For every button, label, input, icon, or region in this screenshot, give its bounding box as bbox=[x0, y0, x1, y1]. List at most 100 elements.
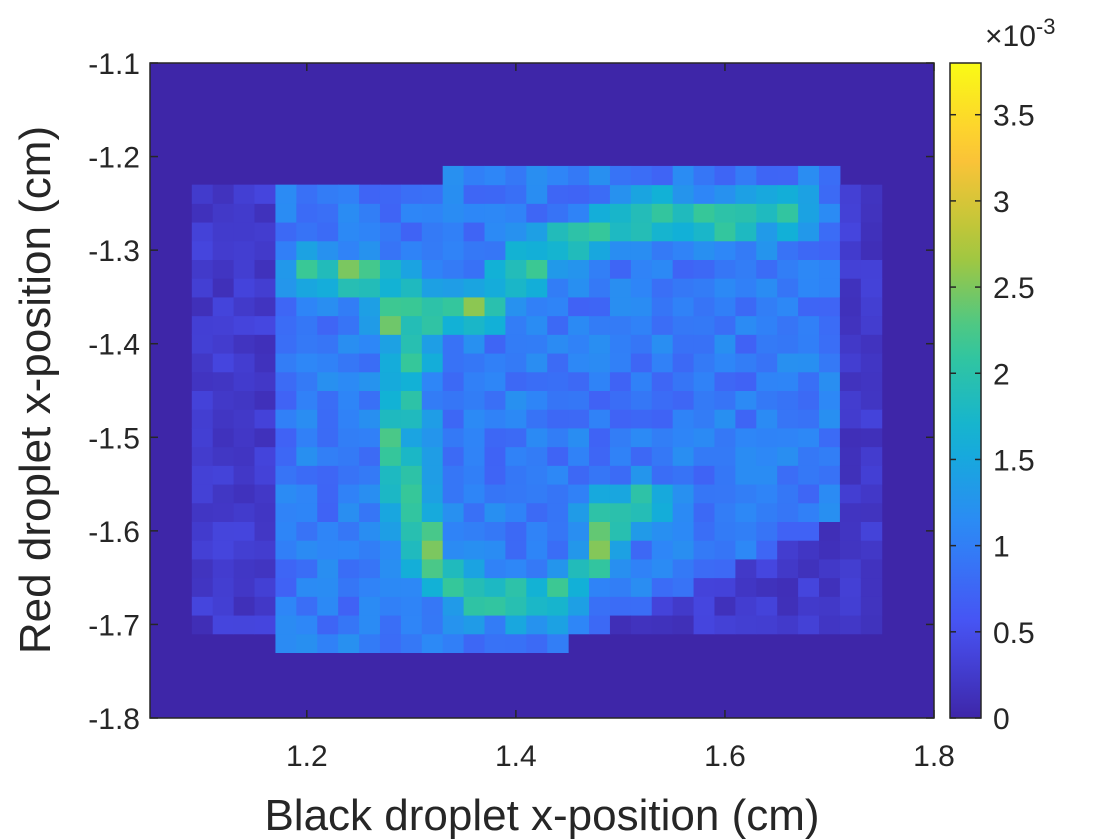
heatmap-cell bbox=[421, 203, 444, 223]
heatmap-cell bbox=[526, 353, 548, 373]
heatmap-cell bbox=[693, 222, 715, 242]
heatmap-cell bbox=[359, 596, 381, 616]
heatmap-cell bbox=[589, 558, 611, 579]
heatmap-cell bbox=[338, 633, 360, 653]
heatmap-cell bbox=[630, 465, 653, 485]
heatmap-cell bbox=[693, 371, 715, 391]
heatmap-cell bbox=[421, 353, 444, 373]
heatmap-cell bbox=[777, 390, 799, 410]
heatmap-cell bbox=[296, 390, 318, 410]
heatmap-cell bbox=[212, 240, 235, 260]
heatmap-cell bbox=[254, 259, 276, 279]
heatmap-cell bbox=[777, 577, 799, 597]
heatmap-cell bbox=[275, 633, 297, 653]
heatmap-cell bbox=[442, 427, 465, 448]
heatmap-cell bbox=[526, 165, 548, 186]
heatmap-cell bbox=[714, 334, 736, 354]
heatmap-cell bbox=[714, 409, 736, 429]
heatmap-cell bbox=[651, 259, 674, 279]
heatmap-cell bbox=[296, 203, 318, 223]
heatmap-cell bbox=[191, 315, 214, 335]
heatmap-cell bbox=[317, 427, 339, 448]
heatmap-cell bbox=[317, 353, 339, 373]
heatmap-cell bbox=[651, 484, 674, 504]
heatmap-cell bbox=[400, 371, 423, 391]
heatmap-cell bbox=[191, 427, 214, 448]
heatmap-cell bbox=[693, 409, 715, 429]
heatmap-cell bbox=[233, 577, 256, 597]
heatmap-cell bbox=[359, 240, 381, 260]
heatmap-cell bbox=[359, 334, 381, 354]
heatmap-cell bbox=[442, 315, 465, 335]
heatmap-cell bbox=[191, 353, 214, 373]
heatmap-cell bbox=[379, 521, 402, 541]
heatmap-cell bbox=[254, 446, 276, 466]
heatmap-cell bbox=[547, 203, 569, 223]
heatmap-cell bbox=[421, 577, 444, 597]
heatmap-cell bbox=[672, 371, 695, 391]
heatmap-cell bbox=[233, 296, 256, 317]
heatmap-cell bbox=[756, 521, 778, 541]
heatmap-cell bbox=[379, 558, 402, 579]
heatmap-cell bbox=[672, 259, 695, 279]
heatmap-cell bbox=[860, 203, 883, 223]
heatmap-cell bbox=[589, 240, 611, 260]
heatmap-cell bbox=[505, 577, 527, 597]
heatmap-cell bbox=[756, 315, 778, 335]
heatmap-cell bbox=[505, 558, 527, 579]
heatmap-cell bbox=[589, 446, 611, 466]
y-tick-label: -1.7 bbox=[88, 609, 140, 642]
heatmap-cell bbox=[589, 521, 611, 541]
heatmap-cell bbox=[735, 165, 757, 186]
heatmap-cell bbox=[860, 184, 883, 204]
heatmap-cell bbox=[463, 427, 486, 448]
heatmap-cell bbox=[505, 390, 527, 410]
heatmap-cell bbox=[275, 371, 297, 391]
heatmap-cell bbox=[630, 240, 653, 260]
heatmap-cell bbox=[693, 521, 715, 541]
heatmap-cell bbox=[442, 633, 465, 653]
heatmap-cell bbox=[547, 615, 569, 635]
heatmap-cell bbox=[400, 484, 423, 504]
heatmap-cell bbox=[693, 596, 715, 616]
heatmap-cell bbox=[359, 371, 381, 391]
heatmap-cell bbox=[819, 427, 841, 448]
heatmap-cell bbox=[756, 577, 778, 597]
heatmap-cell bbox=[609, 259, 632, 279]
heatmap-cell bbox=[630, 278, 653, 298]
heatmap-cell bbox=[630, 596, 653, 616]
heatmap-cell bbox=[860, 521, 883, 541]
heatmap-cell bbox=[568, 409, 590, 429]
heatmap-cell bbox=[547, 427, 569, 448]
heatmap-cell bbox=[693, 427, 715, 448]
heatmap-cell bbox=[568, 502, 590, 522]
heatmap-cell bbox=[630, 502, 653, 522]
heatmap-cell bbox=[609, 540, 632, 560]
heatmap-cell bbox=[359, 315, 381, 335]
heatmap-cell bbox=[609, 222, 632, 242]
heatmap-cell bbox=[338, 409, 360, 429]
heatmap-cell bbox=[547, 558, 569, 579]
heatmap-cell bbox=[714, 521, 736, 541]
heatmap-cell bbox=[400, 259, 423, 279]
heatmap-cell bbox=[275, 353, 297, 373]
heatmap-cell bbox=[505, 334, 527, 354]
heatmap-cell bbox=[589, 222, 611, 242]
heatmap-cell bbox=[777, 184, 799, 204]
heatmap-cell bbox=[860, 596, 883, 616]
heatmap-cell bbox=[798, 240, 820, 260]
heatmap-cell bbox=[777, 540, 799, 560]
heatmap-cell bbox=[672, 465, 695, 485]
heatmap-cell bbox=[651, 409, 674, 429]
heatmap-cell bbox=[484, 427, 506, 448]
heatmap-cell bbox=[693, 615, 715, 635]
heatmap-cell bbox=[839, 484, 862, 504]
heatmap-cell bbox=[860, 558, 883, 579]
heatmap-cell bbox=[839, 334, 862, 354]
heatmap-cell bbox=[275, 484, 297, 504]
heatmap-cell bbox=[651, 521, 674, 541]
heatmap-cell bbox=[379, 296, 402, 317]
heatmap-cell bbox=[275, 296, 297, 317]
heatmap-cell bbox=[442, 540, 465, 560]
heatmap-cell bbox=[275, 427, 297, 448]
